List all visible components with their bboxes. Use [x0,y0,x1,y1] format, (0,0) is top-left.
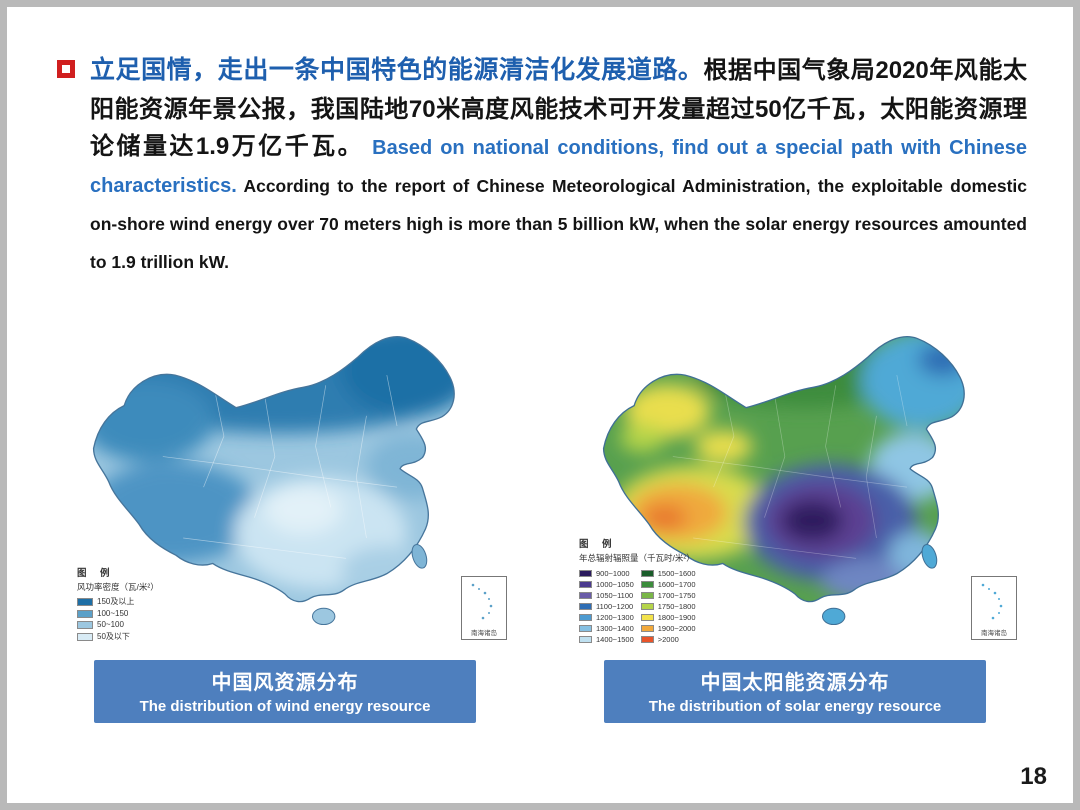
solar-caption-en: The distribution of solar energy resourc… [648,698,942,716]
wind-caption-en: The distribution of wind energy resource [139,698,431,716]
legend-label: 1900~2000 [657,624,696,634]
wind-map-svg [92,335,455,626]
legend-swatch [77,597,93,606]
legend-label: 1400~1500 [596,635,634,645]
legend-item: 1400~1500 [579,635,634,644]
legend-swatch [640,636,654,644]
intro-paragraph: 立足国情，走出一条中国特色的能源清洁化发展道路。根据中国气象局2020年风能太阳… [90,51,1027,280]
page-number: 18 [1020,763,1047,790]
legend-item: 100~150 [77,609,159,618]
legend-label: 1200~1300 [596,613,634,623]
legend-swatch [579,603,592,611]
legend-item: 1600~1700 [640,580,696,590]
legend-item: 1700~1750 [640,591,696,601]
legend-swatch [640,570,654,578]
legend-title: 图 例 [579,539,614,551]
paragraph-cn-body: 根据中国气象局2020年风能太阳能资源年景公报，我国陆地70米高度风能技术可开发… [90,57,1028,161]
legend-label: 50及以下 [97,632,130,642]
solar-caption-cn: 中国太阳能资源分布 [700,672,890,695]
inset-label: 南海诸岛 [981,630,1007,638]
paragraph-cn-highlight: 立足国情，走出一条中国特色的能源清洁化发展道路。 [90,56,704,84]
legend-item: 1050~1100 [579,591,634,600]
inset-label: 南海诸岛 [471,630,497,638]
south-china-sea-islands-icon [981,583,1003,620]
legend-label: 100~150 [97,609,129,619]
legend-item: 1300~1400 [579,624,634,633]
solar-legend-column-right: 1500~1600 1600~1700 1700~175 [640,567,696,645]
solar-map: 图 例 年总辐射辐照量（千瓦时/米²） 900~1000 [561,314,1029,650]
legend-item: 1200~1300 [579,613,634,622]
legend-label: 1750~1800 [657,602,696,612]
legend-label: 1300~1400 [596,624,634,634]
south-china-sea-islands-icon [471,583,493,620]
legend-item: >2000 [640,635,696,645]
solar-legend-columns: 900~1000 1000~1050 1050~1100 [579,567,696,644]
legend-label: 150及以上 [97,597,135,607]
legend-swatch [640,581,654,589]
legend-item: 1750~1800 [640,602,696,612]
legend-swatch [640,614,654,622]
legend-swatch [579,592,592,600]
red-square-bullet-icon [57,60,75,78]
solar-legend-column-left: 900~1000 1000~1050 1050~1100 [579,567,634,644]
taiwan-island [411,544,428,569]
solar-map-column: 图 例 年总辐射辐照量（千瓦时/米²） 900~1000 [561,314,1029,724]
legend-item: 50及以下 [77,631,159,642]
legend-label: 1800~1900 [657,613,696,623]
hainan-island [821,607,846,626]
legend-label: 1000~1050 [596,580,634,590]
intro-paragraph-block: 立足国情，走出一条中国特色的能源清洁化发展道路。根据中国气象局2020年风能太阳… [7,7,1073,280]
wind-map-column: 图 例 风功率密度（瓦/米²） 150及以上 100~150 [51,314,519,724]
legend-subtitle: 风功率密度（瓦/米²） [77,582,159,593]
legend-label: 1100~1200 [596,602,634,612]
legend-swatch [77,620,93,629]
province-borders [672,375,908,559]
legend-label: 1700~1750 [657,591,696,601]
legend-label: 900~1000 [596,569,630,579]
legend-title: 图 例 [77,568,112,580]
maps-row: 图 例 风功率密度（瓦/米²） 150及以上 100~150 [7,314,1073,724]
solar-caption-bar: 中国太阳能资源分布 The distribution of solar ener… [604,660,986,724]
legend-swatch [579,581,592,589]
legend-swatch [640,603,654,611]
legend-swatch [579,636,592,644]
legend-swatch [579,625,592,633]
legend-label: 50~100 [97,620,124,630]
solar-map-svg [602,335,965,626]
wind-legend-list: 150及以上 100~150 50~100 [77,596,159,642]
wind-caption-cn: 中国风资源分布 [211,672,359,695]
hainan-island [311,607,336,626]
south-china-sea-inset: 南海诸岛 [461,576,507,641]
legend-label: 1500~1600 [657,569,696,579]
legend-item: 1000~1050 [579,580,634,589]
solar-map-legend: 图 例 年总辐射辐照量（千瓦时/米²） 900~1000 [579,536,696,644]
wind-map: 图 例 风功率密度（瓦/米²） 150及以上 100~150 [51,314,519,650]
legend-item: 1100~1200 [579,602,634,611]
province-borders [162,375,398,559]
legend-item: 1500~1600 [640,569,696,579]
legend-item: 1800~1900 [640,613,696,623]
legend-swatch [579,570,592,578]
legend-label: >2000 [657,635,679,645]
legend-item: 900~1000 [579,569,634,578]
paragraph-en-highlight: Based on national conditions, find out a… [90,137,1027,198]
legend-item: 150及以上 [77,596,159,607]
south-china-sea-inset: 南海诸岛 [971,576,1017,641]
wind-caption-bar: 中国风资源分布 The distribution of wind energy … [94,660,476,724]
legend-swatch [640,625,654,633]
legend-swatch [579,614,592,622]
legend-label: 1600~1700 [657,580,696,590]
wind-map-legend: 图 例 风功率密度（瓦/米²） 150及以上 100~150 [77,565,159,642]
legend-swatch [77,609,93,618]
taiwan-island [921,544,938,569]
legend-subtitle: 年总辐射辐照量（千瓦时/米²） [579,553,695,564]
legend-swatch [77,632,93,641]
legend-label: 1050~1100 [596,591,634,601]
paragraph-en-body: According to the report of Chinese Meteo… [90,176,1027,273]
legend-item: 1900~2000 [640,624,696,634]
legend-swatch [640,592,654,600]
legend-item: 50~100 [77,620,159,629]
